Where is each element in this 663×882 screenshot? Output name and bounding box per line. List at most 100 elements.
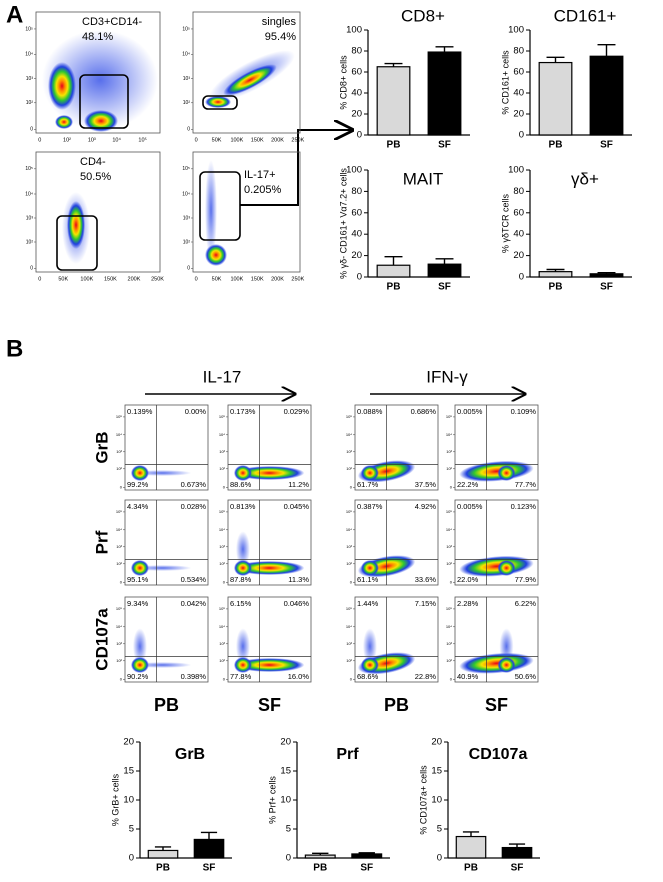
y-tick-label: 40 — [513, 229, 524, 240]
x-tick-label: 250K — [291, 137, 304, 143]
y-tick-label: 10³ — [26, 76, 34, 82]
x-tick-label: PB — [549, 140, 563, 151]
y-tick-label: 10⁴ — [25, 52, 33, 58]
y-tick-label: 20 — [123, 737, 134, 748]
density-cloud — [362, 628, 377, 665]
gate-label: CD4- — [80, 156, 106, 168]
y-tick-label: 10³ — [183, 215, 191, 221]
chart-title: CD161+ — [554, 6, 617, 25]
density-cloud — [130, 465, 149, 481]
y-tick-label: 10⁴ — [116, 624, 122, 629]
quadrant-value: 9.34% — [127, 599, 149, 608]
x-tick-label: 50K — [58, 276, 68, 282]
y-tick-label: 0 — [30, 127, 33, 133]
density-cloud — [84, 110, 118, 132]
y-tick-label: 40 — [351, 88, 362, 99]
quadrant-value: 11.2% — [288, 480, 309, 489]
y-tick-label: 10³ — [346, 449, 352, 454]
bar — [351, 853, 383, 859]
quadrant-value: 90.2% — [127, 672, 149, 681]
density-cloud — [235, 531, 250, 568]
bar — [427, 51, 462, 136]
quadrant-value: 0.686% — [411, 407, 437, 416]
y-axis-label: % CD161+ cells — [500, 50, 510, 115]
density-cloud — [499, 628, 514, 665]
y-tick-label: 10⁵ — [446, 414, 452, 419]
y-tick-label: 100 — [508, 165, 524, 176]
bar — [538, 271, 573, 278]
y-tick-label: 10³ — [219, 544, 225, 549]
panel-label: A — [6, 1, 23, 28]
chart-title: CD107a — [469, 746, 528, 763]
quadrant-value: 22.2% — [457, 480, 479, 489]
x-tick-label: SF — [360, 863, 373, 874]
y-tick-label: 20 — [280, 737, 291, 748]
quadrant-value: 0.00% — [185, 407, 207, 416]
x-tick-label: SF — [203, 863, 216, 874]
plot-frame — [124, 596, 209, 683]
y-tick-label: 5 — [437, 824, 442, 835]
quadrant-value: 0.673% — [181, 480, 207, 489]
y-tick-label: 100 — [346, 25, 362, 36]
bar — [376, 264, 411, 278]
density-cloud — [130, 560, 149, 576]
y-tick-label: 10⁴ — [346, 624, 352, 629]
x-tick-label: 50K — [212, 137, 222, 143]
x-tick-label: 10³ — [88, 137, 96, 143]
y-tick-label: 10⁴ — [446, 432, 452, 437]
quadrant-value: 0.534% — [181, 575, 207, 584]
bar — [376, 66, 411, 136]
error-bar — [200, 831, 218, 840]
x-tick-label: PB — [387, 282, 401, 293]
y-tick-label: 0 — [129, 853, 134, 864]
y-tick-label: 60 — [513, 67, 524, 78]
y-tick-label: 0 — [437, 853, 442, 864]
quadrant-value: 1.44% — [357, 599, 379, 608]
plot-frame — [354, 404, 439, 491]
y-tick-label: 15 — [280, 766, 291, 777]
y-tick-label: 0 — [519, 272, 524, 283]
plot-frame — [227, 596, 312, 683]
y-tick-label: 40 — [351, 229, 362, 240]
density-cloud — [497, 657, 516, 673]
x-tick-label: 100K — [80, 276, 93, 282]
y-tick-label: 10² — [26, 100, 34, 106]
plot-frame — [192, 151, 301, 273]
y-tick-label: 10⁴ — [219, 527, 225, 532]
y-tick-label: 10² — [116, 658, 122, 663]
gate — [56, 215, 98, 271]
x-tick-label: 200K — [271, 137, 284, 143]
y-tick-label: 5 — [286, 824, 291, 835]
y-tick-label: 10² — [446, 466, 452, 471]
plot-frame — [192, 11, 301, 134]
density-cloud — [235, 628, 250, 665]
bar — [538, 61, 573, 136]
gate — [199, 171, 241, 241]
x-tick-label: 50K — [212, 276, 222, 282]
chart-title: MAIT — [403, 169, 444, 188]
density-cloud — [497, 465, 516, 481]
x-tick-label: 10⁴ — [112, 136, 121, 143]
error-bar — [597, 272, 616, 274]
error-bar — [358, 852, 375, 854]
y-tick-label: 0 — [223, 677, 226, 682]
y-tick-label: 10³ — [446, 544, 452, 549]
y-tick-label: 10⁴ — [219, 432, 225, 437]
quadrant-value: 6.15% — [230, 599, 252, 608]
quadrant-value: 0.387% — [357, 502, 383, 511]
density-cloud — [497, 560, 516, 576]
y-axis-label: % γδTCR cells — [500, 193, 510, 253]
y-tick-label: 10⁵ — [182, 26, 190, 32]
gate — [202, 95, 238, 110]
x-tick-label: SF — [511, 863, 524, 874]
density-cloud — [233, 657, 252, 673]
y-tick-label: 10⁵ — [116, 606, 122, 611]
y-tick-label: 10 — [280, 795, 291, 806]
density-cloud — [132, 628, 147, 665]
y-tick-label: 10⁴ — [25, 191, 33, 197]
bar — [193, 838, 225, 859]
x-tick-label: SF — [438, 140, 451, 151]
y-tick-label: 100 — [508, 25, 524, 36]
y-tick-label: 0 — [357, 272, 362, 283]
